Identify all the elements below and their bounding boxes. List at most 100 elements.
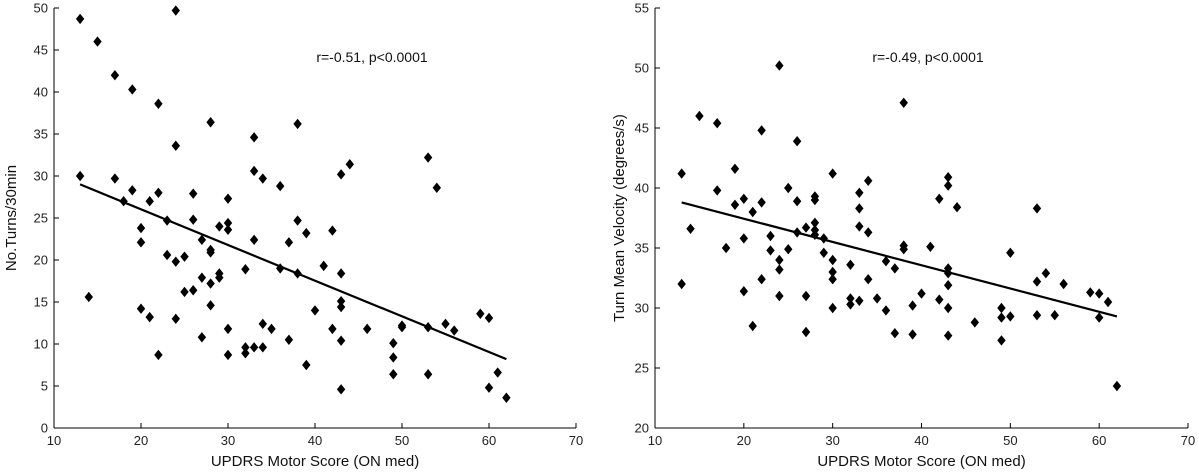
x-tick-label: 40	[914, 433, 928, 448]
x-tick-label: 70	[569, 433, 583, 448]
x-tick-label: 20	[134, 433, 148, 448]
data-point-marker	[828, 274, 837, 285]
data-point-marker	[171, 256, 180, 267]
data-point-marker	[293, 268, 302, 279]
data-point-marker	[864, 227, 873, 238]
data-point-marker	[336, 169, 346, 180]
correlation-annotation: r=-0.49, p<0.0001	[872, 49, 984, 65]
data-point-marker	[136, 303, 146, 314]
data-point-marker	[249, 234, 259, 246]
data-point-marker	[136, 237, 146, 248]
y-axis-label: Turn Mean Velocity (degrees/s)	[611, 114, 628, 322]
data-point-marker	[154, 98, 163, 109]
data-point-marker	[810, 217, 820, 228]
data-point-marker	[302, 227, 311, 239]
data-point-marker	[502, 392, 511, 403]
data-point-marker	[757, 125, 766, 136]
x-tick-label: 10	[648, 433, 662, 448]
data-point-marker	[828, 168, 837, 179]
data-point-marker	[775, 264, 784, 275]
data-point-marker	[1112, 380, 1122, 392]
data-point-marker	[293, 215, 302, 226]
data-point-marker	[189, 285, 198, 296]
data-point-marker	[730, 199, 740, 210]
data-point-marker	[908, 329, 917, 340]
data-point-marker	[154, 349, 163, 361]
data-point-marker	[336, 301, 346, 313]
data-point-marker	[206, 278, 215, 289]
data-point-marker	[180, 286, 189, 298]
data-point-marker	[899, 97, 908, 108]
y-tick-label: 15	[34, 295, 48, 310]
data-point-marker	[739, 286, 749, 297]
x-tick-label: 60	[1092, 433, 1106, 448]
data-point-marker	[336, 295, 346, 307]
data-point-marker	[819, 247, 828, 258]
data-point-marker	[935, 193, 944, 204]
data-point-marker	[215, 221, 224, 232]
x-tick-label: 50	[395, 433, 409, 448]
data-point-marker	[855, 203, 864, 214]
data-point-marker	[206, 117, 215, 128]
data-point-marker	[1006, 311, 1015, 322]
data-point-marker	[241, 264, 250, 275]
data-point-marker	[171, 140, 180, 151]
data-point-marker	[267, 323, 276, 335]
x-tick-label: 50	[1003, 433, 1017, 448]
data-point-marker	[363, 323, 372, 335]
data-point-marker	[319, 260, 328, 272]
data-point-marker	[171, 5, 180, 16]
data-point-marker	[75, 13, 85, 25]
y-tick-label: 5	[41, 379, 48, 394]
data-point-marker	[828, 302, 837, 314]
data-point-marker	[258, 318, 267, 330]
data-point-marker	[943, 172, 953, 183]
data-point-marker	[997, 335, 1006, 346]
data-point-marker	[180, 251, 189, 262]
data-point-marker	[926, 241, 935, 252]
data-point-marker	[75, 170, 85, 182]
data-point-marker	[1032, 310, 1042, 321]
data-point-marker	[828, 254, 837, 266]
y-tick-label: 20	[34, 253, 48, 268]
data-point-marker	[943, 268, 953, 279]
data-point-marker	[293, 118, 302, 130]
data-point-marker	[712, 185, 722, 196]
data-point-marker	[881, 305, 891, 316]
data-point-marker	[328, 225, 337, 236]
data-point-marker	[1086, 287, 1095, 298]
data-point-marker	[881, 256, 891, 267]
data-point-marker	[810, 229, 820, 240]
y-tick-label: 35	[635, 241, 649, 256]
y-tick-label: 30	[635, 301, 649, 316]
data-point-marker	[1103, 296, 1113, 308]
data-point-marker	[757, 274, 766, 285]
data-point-marker	[128, 84, 137, 95]
data-point-marker	[145, 196, 154, 207]
data-point-marker	[258, 173, 267, 184]
y-tick-label: 30	[34, 169, 48, 184]
data-point-marker	[162, 215, 172, 226]
data-point-marker	[943, 280, 953, 291]
chart-panel-left: 10 20 30 40 50 60 70 0 5 10 15 20 25 30 35 40 45 50 UPDRS …	[3, 1, 583, 471]
data-point-marker	[302, 359, 311, 371]
y-tick-label: 40	[635, 181, 649, 196]
y-tick-label: 0	[41, 421, 48, 436]
data-point-marker	[1032, 276, 1042, 287]
data-point-marker	[450, 325, 459, 336]
x-tick-label: 60	[482, 433, 496, 448]
y-tick-label: 50	[34, 1, 48, 16]
data-point-marker	[801, 326, 811, 338]
data-point-marker	[223, 217, 233, 229]
x-tick-label: 20	[737, 433, 751, 448]
data-point-marker	[84, 291, 93, 303]
x-axis-label: UPDRS Motor Score (ON med)	[817, 453, 1025, 470]
data-point-marker	[935, 294, 944, 305]
data-point-marker	[197, 332, 207, 343]
data-point-marker	[249, 132, 259, 143]
data-point-marker	[828, 266, 837, 278]
y-tick-label: 45	[635, 121, 649, 136]
regression-line	[681, 201, 1118, 318]
data-point-marker	[110, 70, 120, 81]
